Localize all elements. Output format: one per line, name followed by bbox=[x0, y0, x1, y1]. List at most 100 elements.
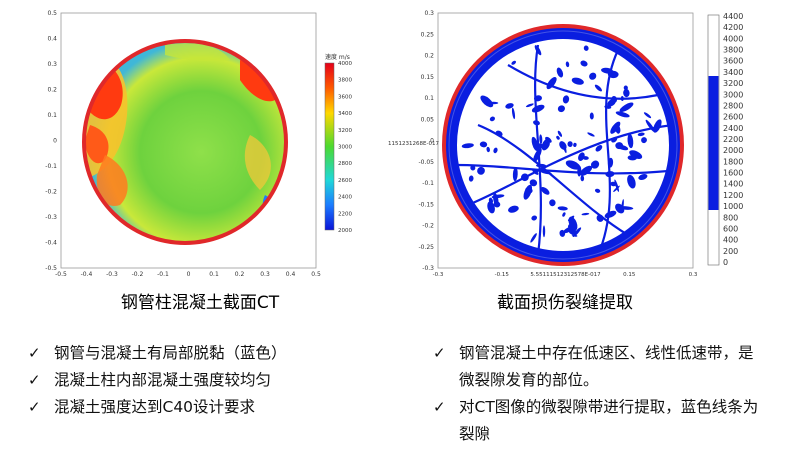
tick-label: 2600 bbox=[723, 113, 743, 122]
tick-label: 2600 bbox=[338, 178, 352, 184]
tick-label: 3800 bbox=[723, 46, 743, 55]
tick-label: 0.15 bbox=[623, 272, 636, 277]
tick-label: 3000 bbox=[723, 90, 743, 99]
tick-label: -0.2 bbox=[45, 189, 57, 196]
tick-label: 0.1 bbox=[209, 271, 219, 277]
tick-label: 0.2 bbox=[47, 87, 57, 94]
tick-label: 0.2 bbox=[235, 271, 245, 277]
tick-label: 2800 bbox=[338, 161, 352, 167]
tick-label: 0.2 bbox=[424, 53, 434, 60]
tick-label: 2200 bbox=[723, 135, 743, 144]
tick-label: -0.1 bbox=[422, 180, 434, 187]
tick-label: -0.3 bbox=[45, 214, 57, 221]
tick-label: 3400 bbox=[723, 68, 743, 77]
tick-label: 4200 bbox=[723, 23, 743, 32]
tick-label: -0.2 bbox=[422, 223, 434, 230]
tick-label: 1200 bbox=[723, 191, 743, 200]
tick-label: 0.3 bbox=[424, 10, 434, 17]
bullet-text: 混凝土强度达到C40设计要求 bbox=[54, 398, 256, 416]
tick-label: 2000 bbox=[338, 228, 352, 234]
tick-label: 0.1 bbox=[424, 95, 434, 102]
tick-label: 0.25 bbox=[421, 31, 435, 38]
tick-label: -0.15 bbox=[495, 272, 510, 277]
velocity-colorbar bbox=[324, 62, 335, 231]
check-icon: ✓ bbox=[433, 344, 446, 362]
bullet-text: 钢管混凝土中存在低速区、线性低速带，是微裂隙发育的部位。 bbox=[459, 344, 754, 389]
right-caption: 截面损伤裂缝提取 bbox=[497, 293, 633, 313]
crack-extraction-figure: 1151231268E-017 0.3 0.25 0.2 0.15 0.1 0.05 0 -0… bbox=[388, 10, 743, 277]
tick-label: -0.4 bbox=[81, 271, 93, 277]
tick-label: 2200 bbox=[338, 211, 352, 217]
tick-label: 800 bbox=[723, 213, 738, 222]
tick-label: 0.3 bbox=[47, 61, 57, 68]
tick-label: 3000 bbox=[338, 145, 352, 151]
colorbar-ticks: 4400420040003800360034003200300028002600… bbox=[723, 12, 743, 267]
colorbar-ticks: 4000 3800 3600 3400 3200 3000 2800 2600 2400 2200… bbox=[338, 61, 352, 234]
tick-label: -0.1 bbox=[45, 163, 57, 170]
list-item: ✓ 混凝土强度达到C40设计要求 bbox=[28, 394, 368, 421]
ct-velocity-figure: 0.5 0.4 0.3 0.2 0.1 0 -0.1 -0.2 -0.3 -0.4 -0.5 -0.… bbox=[45, 10, 352, 277]
tick-label: 1600 bbox=[723, 169, 743, 178]
tick-label: 3600 bbox=[723, 57, 743, 66]
y-side-label: 1151231268E-017 bbox=[388, 141, 439, 147]
tick-label: 0.4 bbox=[286, 271, 296, 277]
tick-label: 600 bbox=[723, 224, 738, 233]
tick-label: 0.4 bbox=[47, 36, 57, 43]
tick-label: 0.05 bbox=[421, 116, 435, 123]
tick-label: 3400 bbox=[338, 111, 352, 117]
right-bullet-list: ✓ 钢管混凝土中存在低速区、线性低速带，是微裂隙发育的部位。 ✓ 对CT图像的微裂隙… bbox=[433, 340, 763, 448]
tick-label: 0 bbox=[53, 138, 57, 145]
tick-label: 400 bbox=[723, 236, 738, 245]
colorbar-title: 速度 m/s bbox=[325, 53, 350, 61]
list-item: ✓ 对CT图像的微裂隙带进行提取，蓝色线条为裂隙 bbox=[433, 394, 763, 448]
tick-label: 2000 bbox=[723, 146, 743, 155]
check-icon: ✓ bbox=[28, 371, 41, 389]
y-axis-ticks: 0.3 0.25 0.2 0.15 0.1 0.05 0 -0.05 -0.1 -0.15 -0.2… bbox=[418, 10, 434, 272]
tick-label: -0.3 bbox=[422, 265, 434, 272]
steel-tube-ring bbox=[82, 39, 288, 245]
tick-label: 0.1 bbox=[47, 112, 57, 119]
check-icon: ✓ bbox=[28, 344, 41, 362]
tick-label: 0.3 bbox=[689, 272, 698, 277]
tick-label: 5.55111512312578E-017 bbox=[530, 272, 601, 277]
tick-label: 0.5 bbox=[47, 10, 57, 17]
tick-label: -0.3 bbox=[433, 272, 444, 277]
tick-label: 2400 bbox=[723, 124, 743, 133]
steel-tube-ring bbox=[442, 24, 684, 266]
tick-label: -0.25 bbox=[418, 244, 434, 251]
bullet-text: 混凝土柱内部混凝土强度较均匀 bbox=[54, 371, 272, 389]
tick-label: -0.15 bbox=[418, 201, 434, 208]
tick-label: 0 bbox=[723, 258, 728, 267]
tick-label: -0.4 bbox=[45, 240, 57, 247]
x-axis-ticks: -0.5 -0.4 -0.3 -0.2 -0.1 0 0.1 0.2 0.3 0.4 0.5 bbox=[55, 271, 321, 277]
left-caption: 钢管柱混凝土截面CT bbox=[120, 293, 280, 313]
tick-label: 2800 bbox=[723, 101, 743, 110]
tick-label: 0.5 bbox=[311, 271, 321, 277]
tick-label: 4000 bbox=[723, 34, 743, 43]
tick-label: -0.5 bbox=[55, 271, 67, 277]
tick-label: -0.5 bbox=[45, 265, 57, 272]
tick-label: 1400 bbox=[723, 180, 743, 189]
tick-label: 1000 bbox=[723, 202, 743, 211]
tick-label: -0.3 bbox=[106, 271, 118, 277]
tick-label: 3200 bbox=[338, 128, 352, 134]
tick-label: 3800 bbox=[338, 78, 352, 84]
tick-label: 1800 bbox=[723, 157, 743, 166]
x-axis-ticks: -0.3 -0.15 5.55111512312578E-017 0.15 0.3 bbox=[433, 272, 698, 277]
list-item: ✓ 钢管混凝土中存在低速区、线性低速带，是微裂隙发育的部位。 bbox=[433, 340, 763, 394]
check-icon: ✓ bbox=[28, 398, 41, 416]
check-icon: ✓ bbox=[433, 398, 446, 416]
tick-label: -0.2 bbox=[132, 271, 144, 277]
tick-label: 200 bbox=[723, 247, 738, 256]
tick-label: -0.05 bbox=[418, 159, 434, 166]
tick-label: 4000 bbox=[338, 61, 352, 67]
list-item: ✓ 混凝土柱内部混凝土强度较均匀 bbox=[28, 367, 368, 394]
tick-label: 3600 bbox=[338, 94, 352, 100]
crack-map bbox=[444, 26, 682, 264]
y-axis-ticks: 0.5 0.4 0.3 0.2 0.1 0 -0.1 -0.2 -0.3 -0.4 -0.5 bbox=[45, 10, 57, 272]
bullet-text: 钢管与混凝土有局部脱黏（蓝色） bbox=[54, 344, 287, 362]
tick-label: 0.3 bbox=[260, 271, 270, 277]
list-item: ✓ 钢管与混凝土有局部脱黏（蓝色） bbox=[28, 340, 368, 367]
tick-label: 0 bbox=[430, 138, 434, 145]
tick-label: 2400 bbox=[338, 195, 352, 201]
